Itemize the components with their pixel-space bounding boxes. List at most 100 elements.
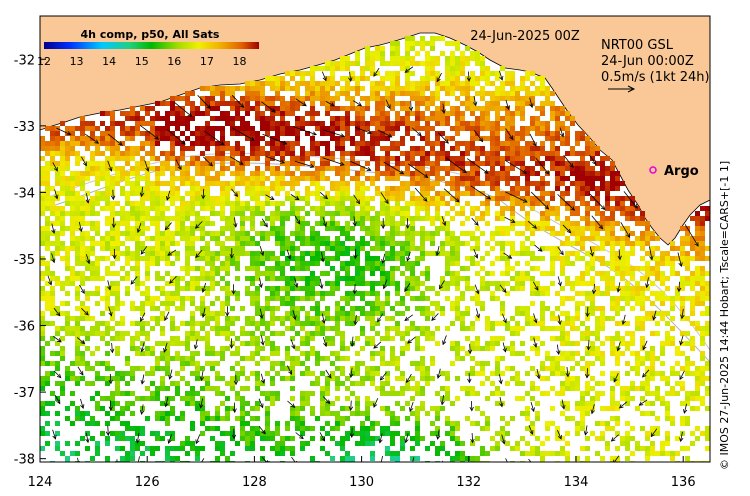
sst-pixel [320,131,325,136]
sst-pixel [670,316,675,321]
sst-pixel [555,206,560,211]
sst-pixel [380,351,385,356]
sst-pixel [185,211,190,216]
sst-pixel [485,211,490,216]
sst-pixel [415,41,420,46]
sst-pixel [100,396,105,401]
sst-pixel [445,171,450,176]
sst-pixel [400,151,405,156]
sst-pixel [135,176,140,181]
sst-pixel [345,226,350,231]
sst-pixel [105,241,110,246]
sst-pixel [70,276,75,281]
sst-pixel [170,201,175,206]
sst-pixel [195,201,200,206]
sst-pixel [690,341,695,346]
sst-pixel [85,276,90,281]
sst-pixel [265,216,270,221]
sst-pixel [440,306,445,311]
sst-pixel [135,216,140,221]
sst-pixel [630,211,635,216]
sst-pixel [575,281,580,286]
sst-pixel [90,331,95,336]
sst-pixel [450,81,455,86]
sst-pixel [320,211,325,216]
sst-pixel [605,276,610,281]
sst-pixel [620,271,625,276]
sst-pixel [380,106,385,111]
sst-pixel [390,146,395,151]
sst-pixel [695,256,700,261]
sst-pixel [105,171,110,176]
sst-pixel [555,371,560,376]
sst-pixel [335,186,340,191]
sst-pixel [150,196,155,201]
sst-pixel [290,241,295,246]
sst-pixel [395,366,400,371]
sst-pixel [60,181,65,186]
sst-pixel [405,161,410,166]
sst-pixel [185,191,190,196]
sst-pixel [385,221,390,226]
sst-pixel [460,81,465,86]
sst-pixel [515,176,520,181]
sst-pixel [400,211,405,216]
sst-pixel [415,166,420,171]
sst-pixel [305,261,310,266]
sst-pixel [465,171,470,176]
sst-pixel [250,341,255,346]
sst-pixel [615,221,620,226]
sst-pixel [525,196,530,201]
sst-pixel [505,366,510,371]
sst-pixel [695,391,700,396]
sst-pixel [400,296,405,301]
sst-pixel [485,91,490,96]
sst-pixel [160,166,165,171]
sst-pixel [75,356,80,361]
sst-pixel [700,221,705,226]
sst-pixel [245,231,250,236]
sst-pixel [685,371,690,376]
sst-pixel [460,156,465,161]
sst-pixel [95,271,100,276]
sst-pixel [490,91,495,96]
sst-pixel [40,311,45,316]
sst-pixel [650,266,655,271]
sst-pixel [345,356,350,361]
sst-pixel [505,346,510,351]
sst-pixel [700,276,705,281]
sst-pixel [425,106,430,111]
sst-pixel [115,286,120,291]
sst-pixel [395,286,400,291]
sst-pixel [615,356,620,361]
sst-pixel [495,241,500,246]
sst-pixel [390,351,395,356]
sst-pixel [305,81,310,86]
sst-pixel [390,386,395,391]
sst-pixel [210,261,215,266]
sst-pixel [440,81,445,86]
sst-pixel [415,91,420,96]
sst-pixel [555,136,560,141]
sst-pixel [575,401,580,406]
sst-pixel [700,341,705,346]
sst-pixel [260,391,265,396]
sst-pixel [690,396,695,401]
sst-pixel [65,151,70,156]
sst-pixel [175,371,180,376]
sst-pixel [145,216,150,221]
sst-pixel [515,106,520,111]
sst-pixel [440,241,445,246]
sst-pixel [75,346,80,351]
sst-pixel [400,231,405,236]
sst-pixel [315,111,320,116]
sst-pixel [540,271,545,276]
sst-pixel [305,221,310,226]
sst-pixel [210,286,215,291]
sst-pixel [665,401,670,406]
sst-pixel [425,181,430,186]
sst-pixel [580,226,585,231]
sst-pixel [210,116,215,121]
sst-pixel [395,51,400,56]
